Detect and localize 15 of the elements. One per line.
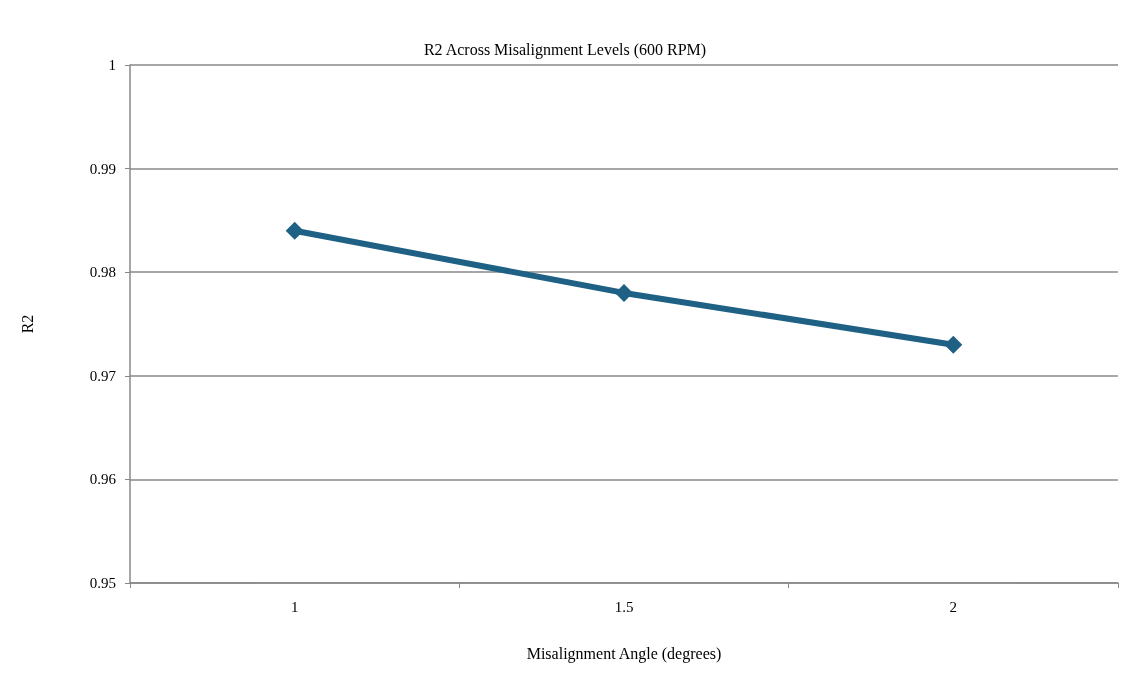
y-tick-label: 0.95 [89, 575, 116, 591]
y-tick-label: 0.97 [89, 367, 117, 384]
y-tick-label: 0.98 [89, 264, 116, 281]
point [285, 221, 304, 240]
chart-title: R2 Across Misalignment Levels (600 RPM) [423, 40, 707, 59]
x-tick-label: 2 [949, 598, 958, 615]
point [944, 335, 963, 354]
y-tick-label: 1 [108, 57, 116, 73]
y-tick-label: 0.96 [89, 471, 117, 488]
x-axis-title: Misalignment Angle (degrees) [526, 644, 722, 663]
x-tick-label: 1.5 [614, 598, 634, 615]
point [615, 283, 633, 302]
y-axis-title: R2 [18, 314, 36, 334]
x-tick-label: 1 [290, 598, 299, 615]
y-tick-label: 0.99 [89, 160, 116, 177]
